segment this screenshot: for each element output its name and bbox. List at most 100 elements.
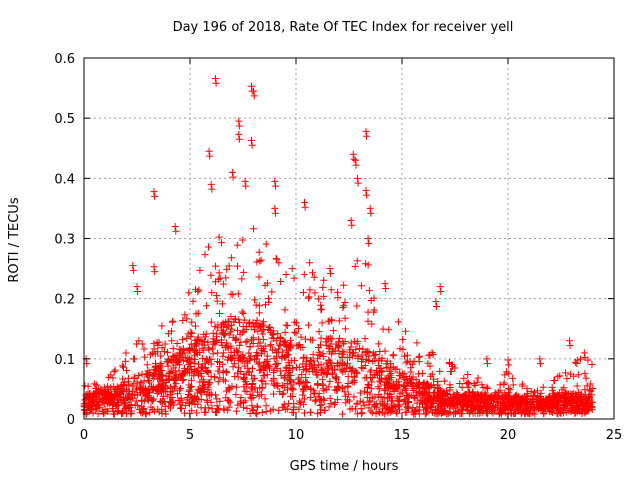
data-point (187, 340, 195, 348)
data-point (164, 348, 172, 356)
data-point (139, 408, 147, 416)
data-point (253, 349, 261, 357)
data-point (483, 355, 491, 363)
data-point (339, 303, 347, 311)
data-point (286, 361, 294, 369)
data-point (403, 392, 411, 400)
data-point (287, 392, 295, 400)
data-point (305, 368, 313, 376)
data-point (281, 328, 289, 336)
data-point (314, 393, 322, 401)
data-point (214, 349, 222, 357)
data-point (465, 380, 473, 388)
data-point (362, 347, 370, 355)
data-point (445, 396, 453, 404)
data-point (573, 382, 581, 390)
data-point (473, 378, 481, 386)
data-point (584, 399, 592, 407)
data-point (300, 395, 308, 403)
data-point (285, 376, 293, 384)
data-point (413, 339, 421, 347)
data-point (325, 403, 333, 411)
data-point (358, 357, 366, 365)
data-point (475, 391, 483, 399)
data-point (368, 378, 376, 386)
data-point (387, 397, 395, 405)
data-point (192, 349, 200, 357)
data-point (460, 374, 468, 382)
data-point (375, 408, 383, 416)
data-point (248, 402, 256, 410)
data-point (188, 369, 196, 377)
data-point (335, 317, 343, 325)
data-point (235, 117, 243, 125)
data-point (218, 300, 226, 308)
data-point (386, 378, 394, 386)
data-point (251, 374, 259, 382)
data-point (127, 401, 135, 409)
data-point (172, 227, 180, 235)
data-point (200, 341, 208, 349)
data-point (214, 321, 222, 329)
data-point (509, 374, 517, 382)
data-point (314, 344, 322, 352)
data-point (239, 351, 247, 359)
data-point (204, 368, 212, 376)
data-point (421, 410, 429, 418)
data-point (266, 323, 274, 331)
data-point (125, 396, 133, 404)
data-point (254, 327, 262, 335)
data-point (439, 407, 447, 415)
data-point (230, 352, 238, 360)
axis-ticks: 0 5 10 15 20 25 0 0.1 0.2 0.3 0.4 0.5 0.6 (54, 52, 622, 443)
data-point (363, 393, 371, 401)
data-point (288, 385, 296, 393)
data-point (526, 403, 534, 411)
data-point (428, 399, 436, 407)
data-point (243, 388, 251, 396)
data-point (301, 335, 309, 343)
data-point (523, 385, 531, 393)
data-point (435, 384, 443, 392)
data-point (473, 397, 481, 405)
data-point (101, 405, 109, 413)
data-point (431, 410, 439, 418)
data-point (491, 395, 499, 403)
data-point (496, 381, 504, 389)
data-point (498, 408, 506, 416)
data-point (155, 408, 163, 416)
data-point (416, 387, 424, 395)
data-point (194, 309, 202, 317)
data-point (229, 363, 237, 371)
data-point (343, 396, 351, 404)
data-point (494, 399, 502, 407)
data-point (158, 322, 166, 330)
data-point (367, 374, 375, 382)
data-point (453, 396, 461, 404)
data-point (163, 392, 171, 400)
data-point (183, 315, 191, 323)
data-point (262, 240, 270, 248)
data-point (307, 384, 315, 392)
data-point (553, 403, 561, 411)
data-point (153, 338, 161, 346)
data-point (382, 379, 390, 387)
data-point (216, 397, 224, 405)
data-point (518, 395, 526, 403)
data-point (129, 262, 137, 270)
data-point (317, 306, 325, 314)
data-point (393, 382, 401, 390)
data-point (364, 380, 372, 388)
data-point (270, 355, 278, 363)
data-point (96, 395, 104, 403)
data-point (190, 359, 198, 367)
data-point (327, 269, 335, 277)
data-point (274, 382, 282, 390)
data-point (363, 383, 371, 391)
data-point (483, 360, 491, 368)
data-point (229, 173, 237, 181)
data-point (307, 408, 315, 416)
data-point (393, 365, 401, 373)
data-point (133, 384, 141, 392)
data-point (109, 407, 117, 415)
